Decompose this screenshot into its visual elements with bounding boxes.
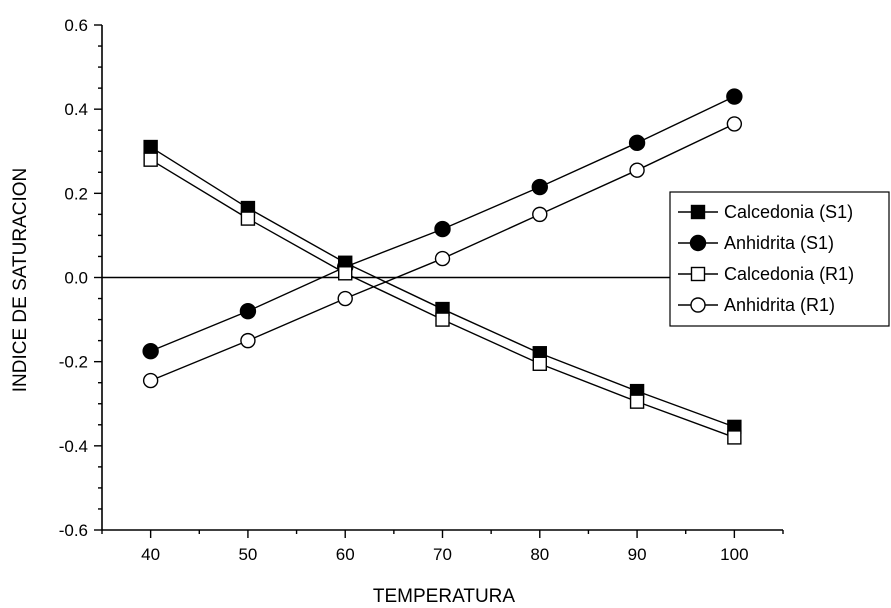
data-point <box>532 356 547 371</box>
legend-box <box>669 191 890 327</box>
y-tick-label: 0.0 <box>64 269 88 288</box>
y-tick-label: 0.2 <box>64 184 88 203</box>
data-point <box>240 211 256 226</box>
data-point <box>435 312 450 327</box>
data-point <box>143 139 158 155</box>
y-tick-label: -0.6 <box>59 521 88 540</box>
series-4 <box>142 116 743 389</box>
data-point <box>337 290 353 307</box>
legend-marker <box>690 204 706 220</box>
plot-area <box>102 88 783 445</box>
x-axis-title: TEMPERATURA <box>373 586 515 607</box>
data-point <box>629 162 645 178</box>
data-point <box>532 206 548 223</box>
y-tick-label: 0.6 <box>64 16 88 35</box>
x-tick-label: 100 <box>720 545 748 564</box>
legend-marker <box>690 266 706 282</box>
legend-label: Calcedonia (R1) <box>724 264 854 284</box>
legend-label: Anhidrita (S1) <box>724 233 834 253</box>
data-point <box>240 332 256 349</box>
y-tick-label: -0.4 <box>59 437 88 456</box>
series-2 <box>142 88 743 360</box>
x-tick-label: 70 <box>433 545 452 564</box>
data-point <box>143 152 158 167</box>
y-axis-title: INDICE DE SATURACION <box>10 168 31 393</box>
legend-marker <box>689 234 707 252</box>
data-point <box>239 302 257 320</box>
data-point <box>434 220 451 238</box>
series-1 <box>143 139 742 435</box>
legend-label: Anhidrita (R1) <box>724 295 835 315</box>
y-tick-label: 0.4 <box>64 100 88 119</box>
data-point <box>338 266 353 281</box>
data-point <box>142 372 159 389</box>
data-point <box>727 430 742 445</box>
data-point <box>434 250 451 267</box>
legend-label: Calcedonia (S1) <box>724 202 853 222</box>
data-point <box>531 178 548 196</box>
x-tick-label: 90 <box>628 545 647 564</box>
legend: Calcedonia (S1) Anhidrita (S1) Calcedonia … <box>669 191 890 327</box>
data-point <box>629 394 645 409</box>
x-tick-label: 60 <box>336 545 355 564</box>
x-tick-label: 40 <box>141 545 160 564</box>
y-tick-label: -0.2 <box>59 353 88 372</box>
series-line <box>150 146 735 428</box>
legend-marker <box>690 297 706 313</box>
x-tick-label: 80 <box>530 545 549 564</box>
data-point <box>726 116 743 132</box>
series-3 <box>143 152 742 445</box>
x-tick-label: 50 <box>238 545 257 564</box>
data-point <box>726 88 743 105</box>
axes: -0.6 -0.4 -0.2 0.0 0.2 0.4 0.6 40 50 60 70 80 90 100 <box>59 16 784 564</box>
data-point <box>142 342 159 360</box>
data-point <box>628 134 646 152</box>
